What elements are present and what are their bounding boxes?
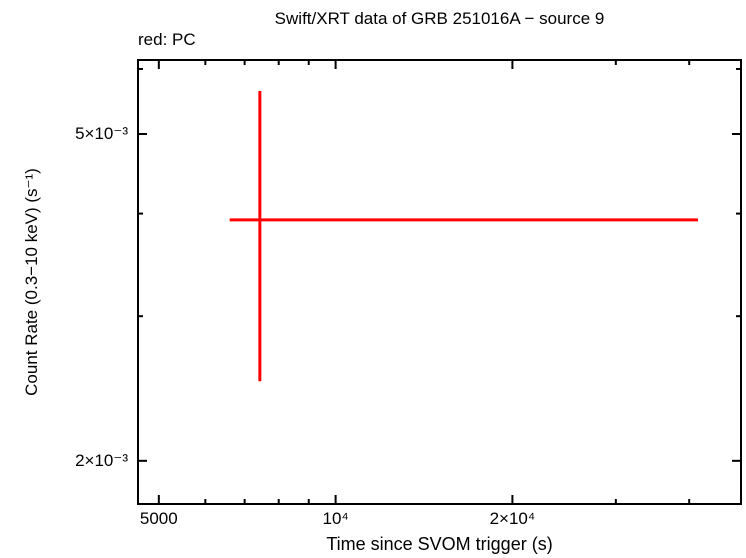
y-tick-label: 2×10⁻³	[75, 450, 128, 470]
x-tick-label: 10⁴	[322, 509, 349, 528]
y-tick-label: 5×10⁻³	[75, 123, 128, 143]
x-tick-label: 2×10⁴	[489, 509, 536, 528]
mode-annotation: red: PC	[138, 30, 196, 49]
x-tick-label: 5000	[139, 509, 178, 528]
x-axis-label: Time since SVOM trigger (s)	[326, 534, 553, 554]
plot-frame	[137, 59, 742, 505]
chart-title: Swift/XRT data of GRB 251016A − source 9	[274, 9, 605, 28]
